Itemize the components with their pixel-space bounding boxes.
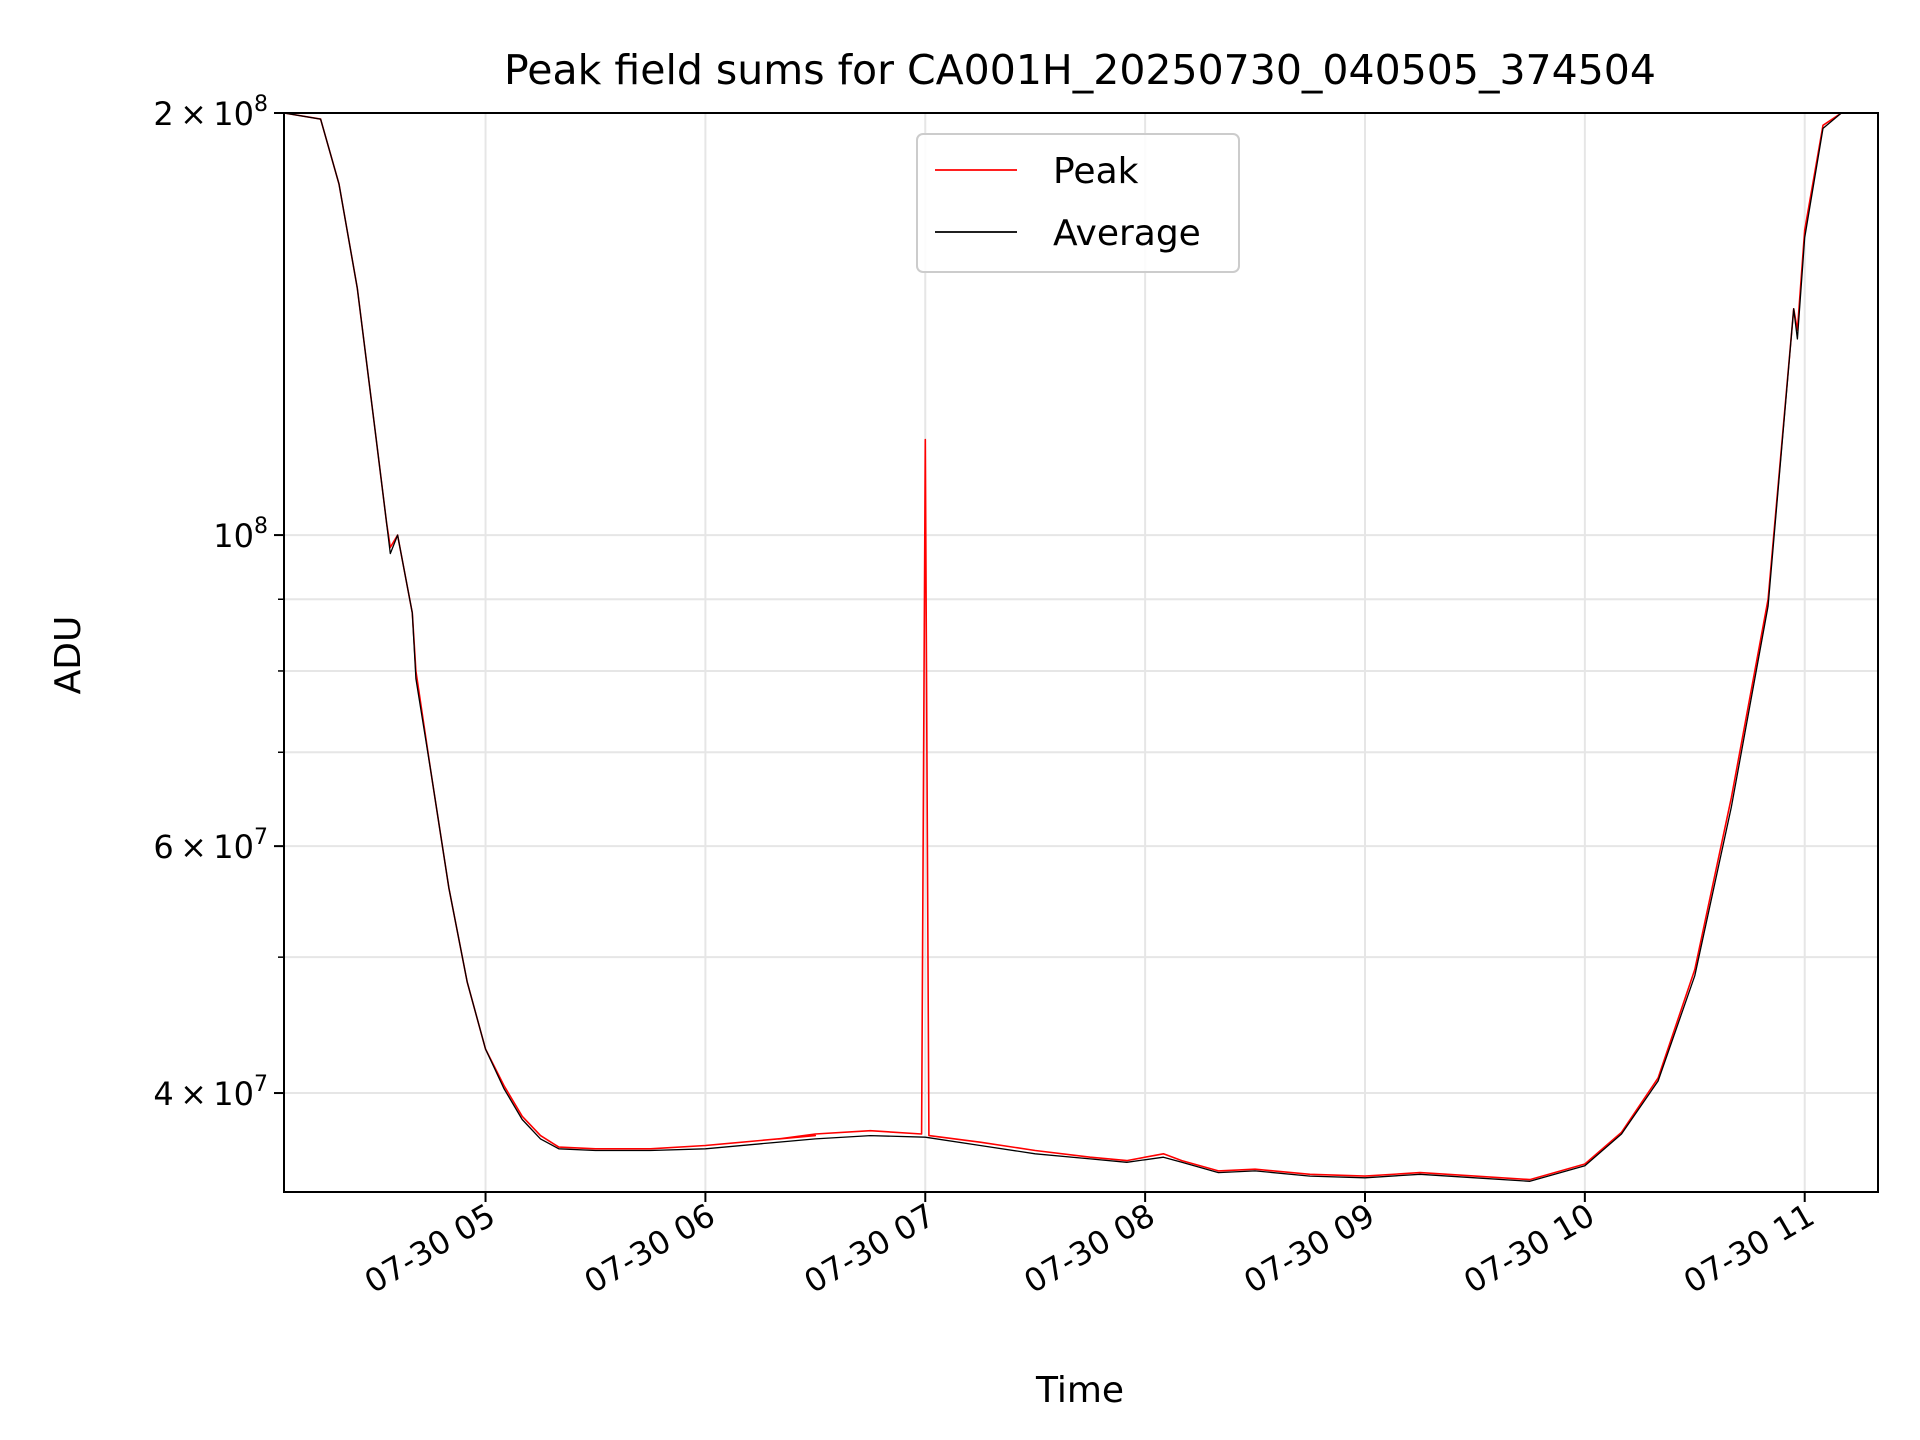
series-line-average [283, 112, 1878, 1182]
y-tick-label: 2 × 108 [153, 92, 268, 133]
y-tick-label: 4 × 107 [153, 1072, 268, 1113]
legend-box [916, 133, 1240, 273]
y-axis-label: ADU [48, 616, 89, 695]
legend-label-peak: Peak [1053, 151, 1139, 192]
y-tick-label: 6 × 107 [153, 825, 268, 866]
y-tick-label: 108 [213, 514, 268, 555]
plot-frame [283, 112, 1879, 1193]
legend: Peak Average [916, 133, 1240, 273]
x-axis-label: Time [1035, 1370, 1124, 1411]
series-lines [283, 112, 1878, 1182]
chart-title: Peak field sums for CA001H_20250730_0405… [504, 46, 1656, 94]
legend-label-average: Average [1053, 213, 1201, 254]
